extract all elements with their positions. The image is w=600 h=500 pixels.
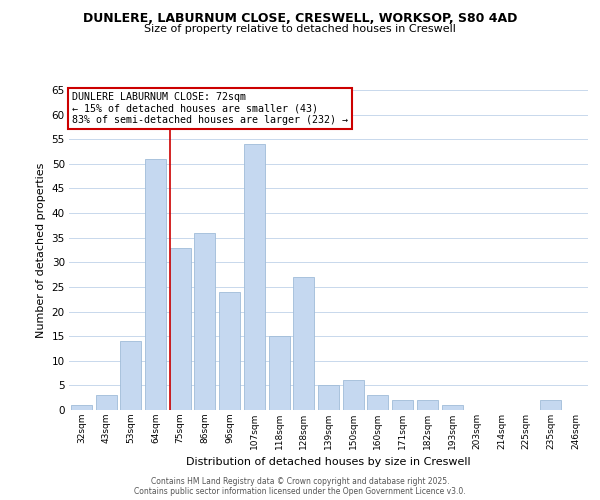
Bar [145,159,166,410]
Bar [293,277,314,410]
Text: Contains HM Land Registry data © Crown copyright and database right 2025.: Contains HM Land Registry data © Crown c… [151,478,449,486]
Bar [170,248,191,410]
Text: Contains public sector information licensed under the Open Government Licence v3: Contains public sector information licen… [134,488,466,496]
Bar [541,400,562,410]
Bar [392,400,413,410]
Bar [219,292,240,410]
Text: DUNLERE, LABURNUM CLOSE, CRESWELL, WORKSOP, S80 4AD: DUNLERE, LABURNUM CLOSE, CRESWELL, WORKS… [83,12,517,26]
Bar [269,336,290,410]
Bar [318,386,339,410]
Bar [95,395,116,410]
Text: Size of property relative to detached houses in Creswell: Size of property relative to detached ho… [144,24,456,34]
Bar [343,380,364,410]
Bar [417,400,438,410]
Bar [120,341,141,410]
Bar [442,405,463,410]
X-axis label: Distribution of detached houses by size in Creswell: Distribution of detached houses by size … [186,458,471,468]
Bar [71,405,92,410]
Bar [244,144,265,410]
Bar [194,233,215,410]
Text: DUNLERE LABURNUM CLOSE: 72sqm
← 15% of detached houses are smaller (43)
83% of s: DUNLERE LABURNUM CLOSE: 72sqm ← 15% of d… [71,92,347,125]
Bar [367,395,388,410]
Y-axis label: Number of detached properties: Number of detached properties [36,162,46,338]
